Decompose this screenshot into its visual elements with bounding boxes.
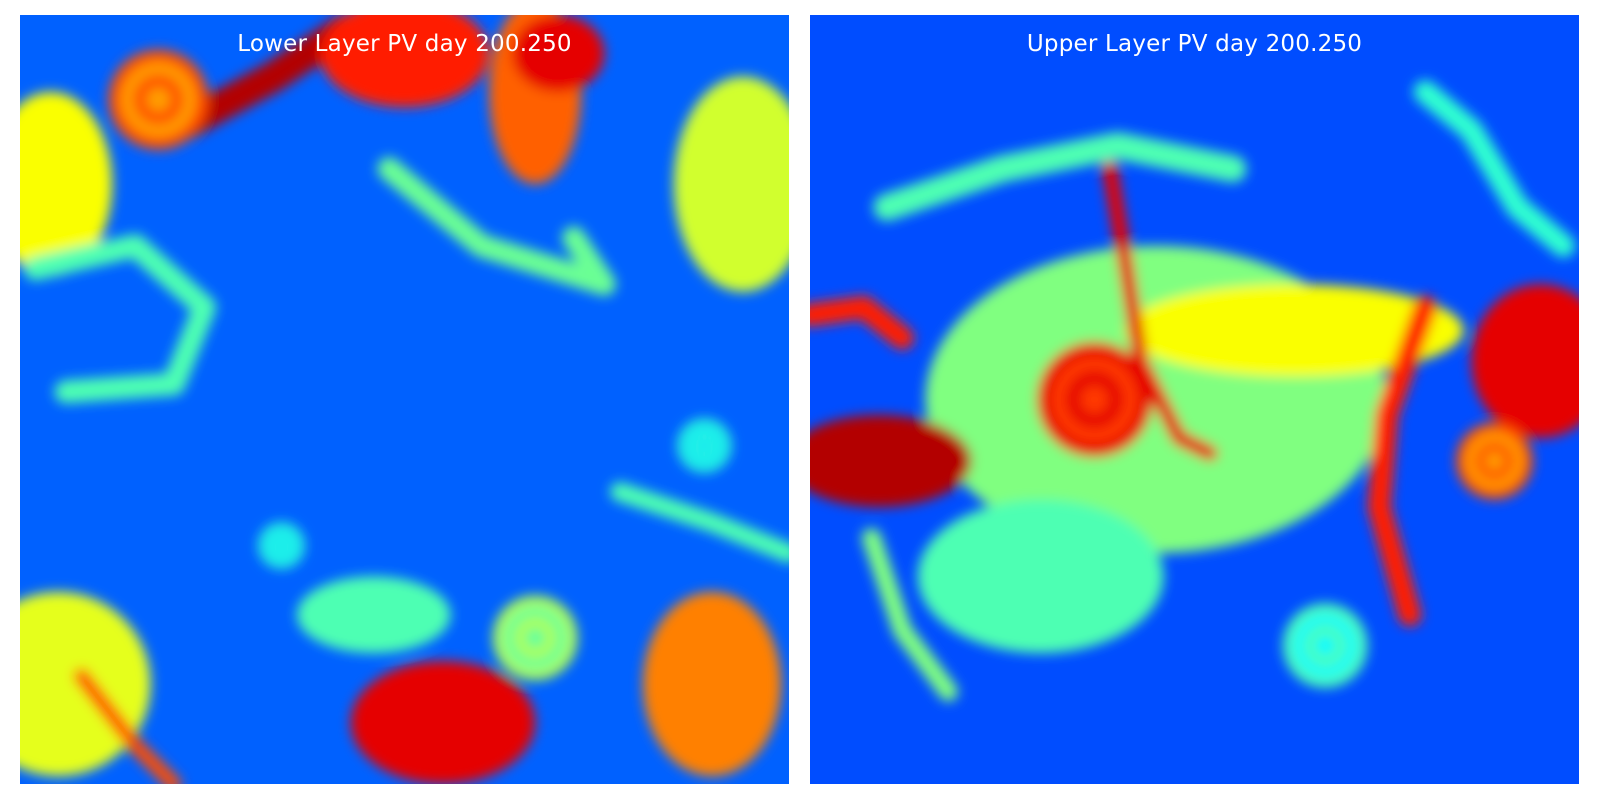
pv-feature-vortex: [492, 595, 578, 681]
pv-feature-blob: [642, 591, 782, 777]
pv-feature-vortex: [108, 49, 209, 150]
pv-feature-blob: [917, 499, 1164, 654]
pv-feature-vortex: [1282, 603, 1368, 688]
pv-feature-filament: [1102, 161, 1218, 461]
pv-feature-filament: [1413, 80, 1576, 258]
pv-feature-blob: [673, 76, 789, 292]
pv-feature-filament: [73, 668, 182, 784]
pv-feature-blob: [350, 660, 536, 784]
pv-feature-vortex: [677, 418, 732, 473]
pv-feature-vortex: [1455, 422, 1533, 500]
pv-feature-filament: [610, 482, 789, 563]
pv-feature-filament: [873, 132, 1247, 221]
pv-feature-filament: [1367, 295, 1437, 627]
pv-feature-blob: [319, 15, 490, 108]
pv-feature-filament: [861, 528, 959, 702]
upper-layer-pv-panel: Upper Layer PV day 200.250: [810, 15, 1579, 784]
upper-layer-title: Upper Layer PV day 200.250: [1026, 31, 1363, 57]
pv-feature-blob: [1471, 284, 1579, 438]
pv-feature-filament: [377, 157, 616, 296]
pv-feature-blob: [296, 576, 451, 654]
pv-feature-blob: [1125, 284, 1464, 377]
lower-layer-pv-panel: Lower Layer PV day 200.250: [20, 15, 789, 784]
pv-feature-filament: [173, 15, 359, 139]
pv-feature-blob: [512, 15, 605, 92]
lower-layer-pv-heatmap: [20, 15, 789, 784]
pv-feature-vortex: [1036, 341, 1153, 458]
pv-feature-blob: [810, 414, 972, 508]
lower-layer-title: Lower Layer PV day 200.250: [237, 31, 572, 57]
pv-feature-blob: [20, 91, 113, 277]
pv-feature-filament: [23, 234, 217, 404]
upper-layer-pv-heatmap: [810, 15, 1579, 784]
pv-feature-vortex: [258, 522, 305, 569]
pv-feature-filament: [810, 295, 914, 350]
